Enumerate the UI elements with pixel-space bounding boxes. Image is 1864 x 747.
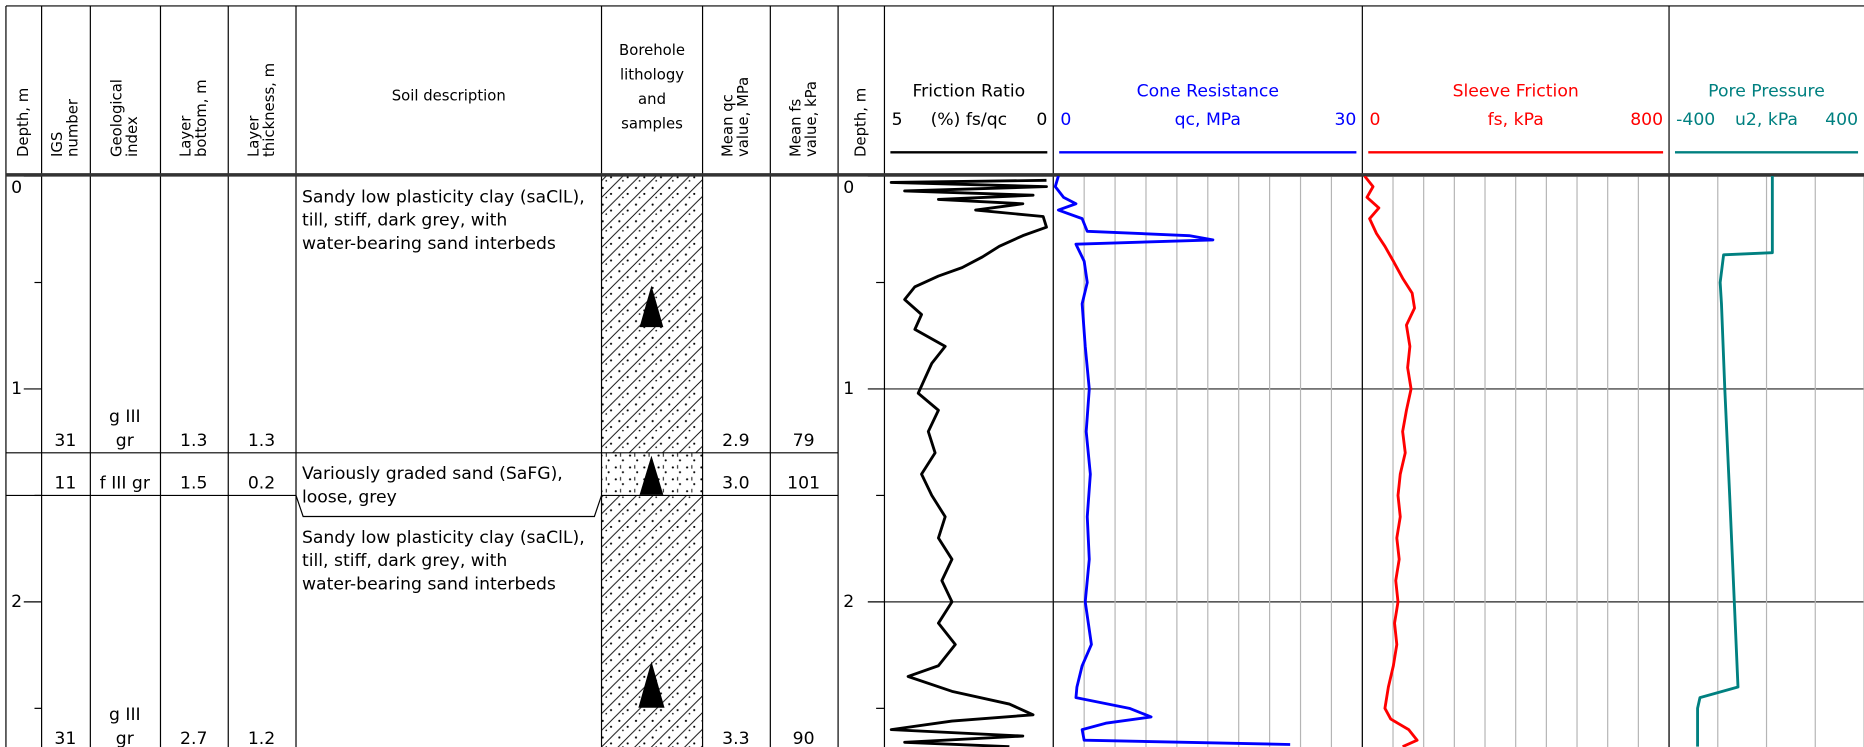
lithology: [601, 495, 703, 747]
column-header: Soil description: [392, 86, 506, 104]
layer-thickness: 0.2: [248, 474, 275, 494]
sample-marker: [638, 661, 665, 708]
depth-label: 1: [11, 379, 22, 399]
log-axis-label: 30: [1334, 110, 1356, 130]
mean-qc: 2.9: [722, 431, 749, 451]
depth-label: 2: [843, 592, 854, 612]
sample-marker: [639, 455, 664, 495]
mean-fs: 101: [787, 474, 820, 494]
layers: [601, 176, 703, 747]
column-header: index: [123, 116, 141, 157]
log-axis-label: -400: [1676, 110, 1715, 130]
soil-description: loose, grey: [302, 487, 397, 507]
mean-qc: 3.3: [722, 729, 749, 747]
column-header: Mean fs: [786, 99, 804, 157]
column-header: value, MPa: [734, 77, 752, 157]
depth-label: 1: [843, 379, 854, 399]
frame: [5, 5, 1864, 747]
column-header: IGS: [48, 132, 66, 157]
column-header: Layer: [177, 115, 195, 157]
log-title: Cone Resistance: [1137, 82, 1279, 102]
mean-qc: 3.0: [722, 474, 749, 494]
column-header: Mean qc: [719, 94, 737, 157]
log-title: Friction Ratio: [912, 82, 1025, 102]
log-axis-label: fs, kPa: [1488, 110, 1544, 130]
log-axis-label: u2, kPa: [1735, 110, 1798, 130]
log-axis-label: 400: [1825, 110, 1858, 130]
log-axis-label: 0: [1369, 110, 1380, 130]
column-header: lithology: [620, 66, 684, 84]
column-header: Borehole: [619, 41, 685, 59]
column-header: Depth, m: [14, 88, 32, 157]
layer-bottom: 2.7: [180, 729, 207, 747]
column-header: Depth, m: [851, 88, 869, 157]
soil-description: till, stiff, dark grey, with: [302, 211, 507, 231]
soil-description: Sandy low plasticity clay (saClL),: [302, 187, 585, 207]
geological-index: f III gr: [100, 474, 151, 494]
column-header: Geological: [108, 79, 126, 157]
log-axis-label: 0: [1060, 110, 1071, 130]
log-curve: [1696, 176, 1774, 747]
depth-label: 0: [11, 178, 22, 198]
column-header: Layer: [244, 115, 262, 157]
column-header: thickness, m: [260, 63, 278, 157]
description-box: [295, 495, 603, 518]
column-header: samples: [621, 114, 683, 132]
layer-bottom: 1.3: [180, 431, 207, 451]
geological-index: gr: [116, 431, 135, 451]
log-title: Pore Pressure: [1708, 82, 1825, 102]
mean-fs: 90: [793, 729, 815, 747]
depth-label: 2: [11, 592, 22, 612]
log-curve: [1363, 176, 1419, 747]
column-header: bottom, m: [192, 79, 210, 157]
depth-label: 0: [843, 178, 854, 198]
log-axis-label: 5: [892, 110, 903, 130]
geological-index: g III: [109, 407, 141, 427]
igs-number: 11: [54, 474, 76, 494]
geological-index: g III: [109, 705, 141, 725]
geological-index: gr: [116, 729, 135, 747]
log-title: Sleeve Friction: [1453, 82, 1579, 102]
soil-description: Sandy low plasticity clay (saClL),: [302, 528, 585, 548]
igs-number: 31: [54, 729, 76, 747]
log-axis-label: 0: [1036, 110, 1047, 130]
column-header: number: [64, 98, 82, 157]
log-curve: [1053, 176, 1291, 746]
igs-number: 31: [54, 431, 76, 451]
layer-thickness: 1.2: [248, 729, 275, 747]
layer-thickness: 1.3: [248, 431, 275, 451]
log-axis-label: qc, MPa: [1175, 110, 1241, 130]
sample-markers: [638, 285, 665, 708]
column-header: value, kPa: [802, 81, 820, 157]
log-axis-label: 800: [1630, 110, 1663, 130]
layer-bottom: 1.5: [180, 474, 207, 494]
mean-fs: 79: [793, 431, 815, 451]
log-curve: [889, 178, 1048, 747]
log-axis-label: (%) fs/qc: [931, 110, 1008, 130]
soil-description: Variously graded sand (SaFG),: [302, 464, 563, 484]
soil-description: water-bearing sand interbeds: [302, 574, 556, 594]
column-header: and: [638, 90, 666, 108]
soil-description: till, stiff, dark grey, with: [302, 551, 507, 571]
soil-description: water-bearing sand interbeds: [302, 234, 556, 254]
sample-marker: [639, 285, 664, 328]
curves: [889, 176, 1774, 747]
